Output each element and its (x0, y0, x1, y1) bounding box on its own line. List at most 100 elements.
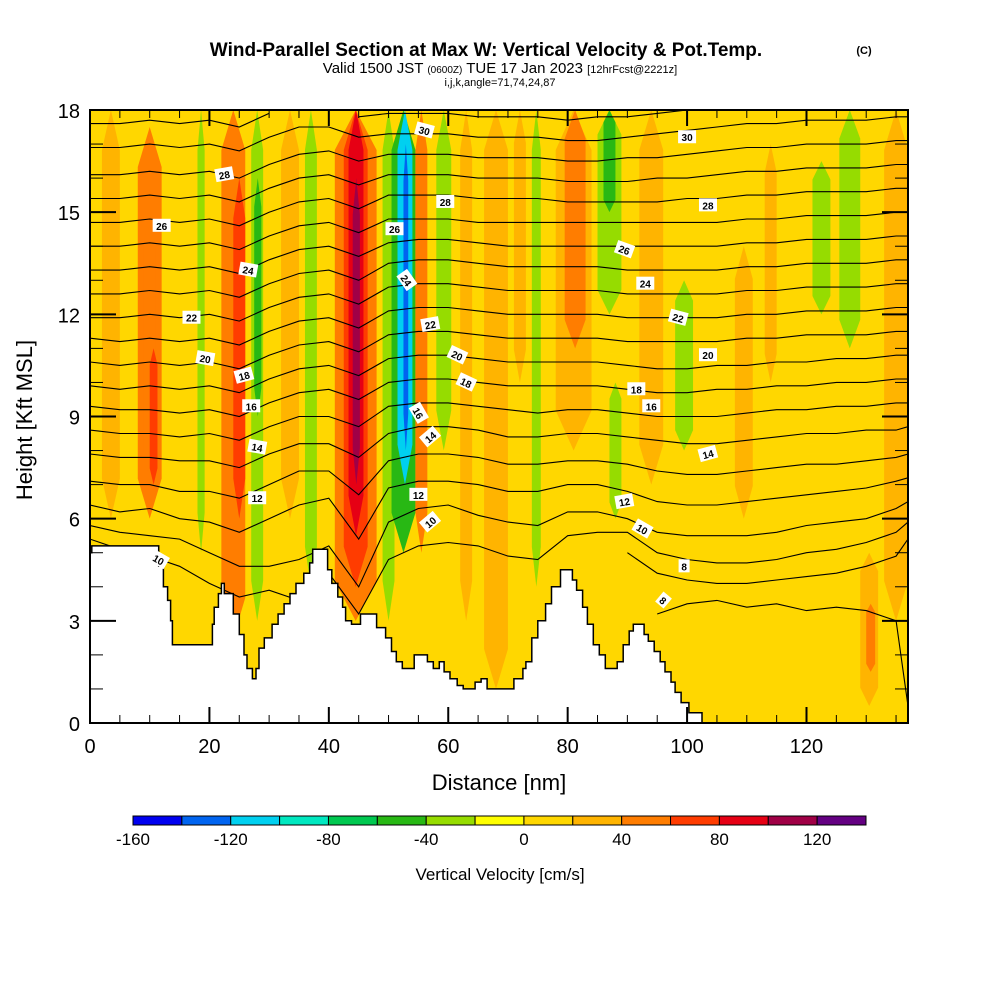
velocity-band (460, 110, 473, 621)
y-tick-label: 15 (58, 203, 80, 225)
y-tick-label: 12 (58, 305, 80, 327)
contour-label-text: 10 (150, 553, 166, 568)
colorbar-swatch (425, 815, 476, 826)
isentrope-8 (657, 599, 908, 707)
contour-label: 16 (242, 399, 261, 413)
contour-label: 12 (248, 491, 267, 505)
isentrope-9 (627, 538, 908, 584)
velocity-band (197, 110, 205, 553)
x-tick-label: 100 (670, 736, 703, 758)
contour-label: 30 (678, 130, 697, 144)
y-tick-label: 6 (69, 510, 80, 532)
velocity-band (675, 280, 694, 451)
x-tick-label: 80 (557, 736, 579, 758)
velocity-band (839, 110, 861, 349)
chart-title-suffix: (C) (856, 45, 872, 57)
isentrope-10 (90, 521, 908, 616)
velocity-band (866, 603, 876, 672)
colorbar-swatch (718, 815, 769, 826)
isentrope-17 (90, 354, 908, 394)
chart-subtitle2: i,j,k,angle=71,74,24,87 (444, 77, 555, 89)
velocity-band (884, 110, 908, 621)
contour-label: 8 (655, 591, 672, 609)
contour-labels: 1028262422201816141230282624222018161412… (147, 121, 719, 609)
contour-label-text: 26 (389, 225, 401, 236)
contour-label: 16 (408, 401, 429, 424)
velocity-band (812, 161, 831, 315)
contour-label: 10 (631, 518, 654, 539)
colorbar-swatch (621, 815, 672, 826)
velocity-band (564, 110, 586, 349)
y-tick-label: 9 (69, 408, 80, 430)
contour-label-text: 22 (186, 314, 198, 325)
isentrope-11 (90, 501, 908, 588)
contour-label: 18 (627, 382, 646, 396)
contour-label: 22 (182, 310, 201, 325)
contour-label: 18 (233, 366, 255, 384)
subtitle-date: TUE 17 Jan 2023 (466, 60, 583, 77)
x-tick-label: 40 (318, 736, 340, 758)
subtitle-zulu: (0600Z) (427, 65, 462, 76)
contour-label-text: 18 (238, 370, 252, 384)
colorbar-swatch (279, 815, 329, 826)
colorbar-title: Vertical Velocity [cm/s] (415, 865, 584, 884)
velocity-band (149, 348, 158, 485)
colorbar-tick-label: -40 (414, 830, 439, 849)
contour-label-text: 12 (252, 494, 264, 505)
colorbar-swatch (376, 815, 427, 826)
isentrope-18 (90, 330, 908, 370)
velocity-band (764, 144, 777, 383)
velocity-band (734, 246, 753, 519)
contour-label-text: 12 (618, 497, 631, 510)
contour-label: 26 (385, 222, 404, 236)
contour-label-text: 16 (246, 402, 258, 413)
contour-label: 28 (214, 166, 235, 183)
chart-subtitle: Valid 1500 JST (0600Z) TUE 17 Jan 2023 [… (323, 60, 677, 77)
contour-label-text: 16 (410, 406, 425, 422)
contour-label: 12 (409, 487, 428, 502)
x-axis-label: Distance [nm] (432, 770, 567, 795)
contour-label: 26 (613, 239, 636, 259)
contour-label-text: 24 (640, 280, 652, 291)
velocity-band (281, 110, 299, 519)
contour-label-text: 20 (702, 351, 714, 362)
colorbar-swatch (474, 815, 525, 826)
contour-label-text: 22 (424, 320, 437, 333)
colorbar-tick-label: 0 (519, 830, 528, 849)
contour-label-text: 16 (646, 402, 658, 413)
velocity-band (531, 110, 541, 587)
contour-label-text: 20 (199, 354, 212, 367)
contour-label-text: 28 (440, 198, 452, 209)
isentrope-16 (90, 378, 908, 418)
contour-label-text: 20 (449, 349, 464, 364)
isentrope-12 (90, 477, 908, 541)
contour-label: 8 (678, 559, 690, 573)
contour-label: 14 (247, 438, 268, 455)
isentrope-21 (90, 259, 908, 298)
velocity-band (639, 110, 664, 485)
velocity-band (603, 110, 616, 213)
velocity-band (352, 178, 360, 485)
colorbar-swatch (523, 815, 574, 826)
plot-area: 1028262422201816141230282624222018161412… (90, 110, 908, 723)
colorbar-swatch (132, 815, 183, 826)
contour-label: 24 (238, 261, 259, 278)
contour-label-text: 10 (634, 523, 650, 538)
colorbar-tick-label: 40 (612, 830, 631, 849)
contour-label: 12 (614, 493, 635, 510)
x-tick-label: 120 (790, 736, 823, 758)
y-axis: 0 3 6 9 12 15 18 (58, 101, 908, 736)
colorbar-swatch (767, 815, 818, 826)
y-tick-label: 18 (58, 101, 80, 123)
colorbar-tick-label: -120 (214, 830, 248, 849)
contour-label-text: 14 (250, 442, 263, 455)
isentrope-30 (90, 110, 688, 128)
colorbar-swatch (816, 815, 867, 826)
contour-label: 20 (698, 348, 717, 362)
isentrope-15 (90, 402, 908, 441)
contour-label: 24 (396, 268, 418, 292)
isentrope-24 (90, 187, 908, 227)
chart-title: Wind-Parallel Section at Max W: Vertical… (210, 40, 762, 61)
velocity-band (304, 110, 317, 587)
